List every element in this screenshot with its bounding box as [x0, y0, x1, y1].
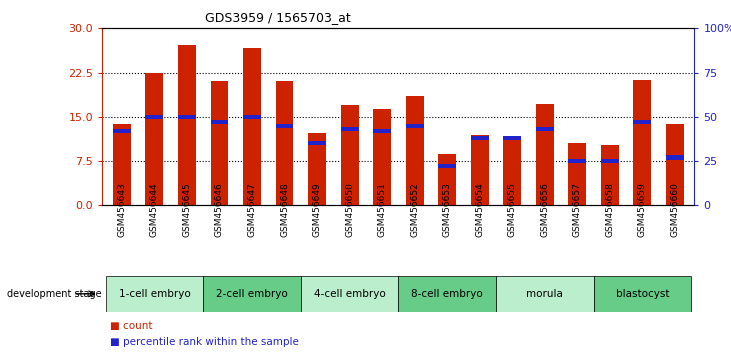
Bar [374, 109, 391, 205]
Bar [504, 136, 521, 205]
Bar [439, 164, 456, 169]
Text: GSM456657: GSM456657 [573, 182, 582, 237]
Bar [569, 143, 586, 205]
Bar [439, 154, 456, 205]
Bar [243, 115, 261, 119]
Bar [666, 124, 684, 205]
Text: GSM456653: GSM456653 [443, 182, 452, 237]
Text: GSM456649: GSM456649 [313, 182, 322, 237]
Text: GSM456647: GSM456647 [248, 182, 257, 237]
Bar [471, 136, 489, 140]
Text: GSM456658: GSM456658 [605, 182, 614, 237]
Bar [504, 136, 521, 140]
Text: GDS3959 / 1565703_at: GDS3959 / 1565703_at [205, 11, 351, 24]
Text: GSM456655: GSM456655 [508, 182, 517, 237]
Bar [145, 73, 163, 205]
Bar [308, 141, 326, 145]
Bar [471, 135, 489, 205]
Text: 2-cell embryo: 2-cell embryo [216, 289, 288, 299]
Bar [406, 124, 423, 128]
Bar [105, 276, 203, 312]
Bar [341, 105, 358, 205]
Bar [211, 81, 228, 205]
Bar [569, 159, 586, 163]
Text: 4-cell embryo: 4-cell embryo [314, 289, 385, 299]
Text: GSM456654: GSM456654 [475, 182, 484, 237]
Bar [203, 276, 300, 312]
Bar [276, 124, 293, 128]
Bar [276, 81, 293, 205]
Text: 1-cell embryo: 1-cell embryo [118, 289, 190, 299]
Bar [634, 80, 651, 205]
Bar [536, 127, 554, 131]
Bar [398, 276, 496, 312]
Bar [594, 276, 692, 312]
Text: GSM456645: GSM456645 [183, 182, 192, 237]
Bar [178, 45, 196, 205]
Text: ■ count: ■ count [110, 321, 152, 331]
Text: development stage: development stage [7, 289, 102, 299]
Bar [601, 144, 619, 205]
Text: GSM456644: GSM456644 [150, 182, 159, 236]
Text: 8-cell embryo: 8-cell embryo [412, 289, 483, 299]
Bar [406, 96, 423, 205]
Text: GSM456651: GSM456651 [378, 182, 387, 237]
Bar [113, 124, 131, 205]
Bar [113, 129, 131, 133]
Bar [300, 276, 398, 312]
Text: GSM456650: GSM456650 [345, 182, 354, 237]
Bar [243, 48, 261, 205]
Text: GSM456660: GSM456660 [670, 182, 679, 237]
Text: ■ percentile rank within the sample: ■ percentile rank within the sample [110, 337, 298, 347]
Text: GSM456646: GSM456646 [215, 182, 224, 237]
Bar [145, 115, 163, 119]
Text: GSM456643: GSM456643 [118, 182, 126, 237]
Bar [536, 104, 554, 205]
Bar [496, 276, 594, 312]
Text: GSM456648: GSM456648 [280, 182, 289, 237]
Text: GSM456652: GSM456652 [410, 182, 419, 237]
Bar [211, 120, 228, 124]
Bar [634, 120, 651, 124]
Bar [601, 159, 619, 163]
Bar [178, 115, 196, 119]
Bar [341, 127, 358, 131]
Bar [666, 155, 684, 160]
Text: GSM456659: GSM456659 [638, 182, 647, 237]
Text: morula: morula [526, 289, 563, 299]
Text: GSM456656: GSM456656 [540, 182, 549, 237]
Bar [374, 129, 391, 133]
Text: blastocyst: blastocyst [616, 289, 669, 299]
Bar [308, 133, 326, 205]
